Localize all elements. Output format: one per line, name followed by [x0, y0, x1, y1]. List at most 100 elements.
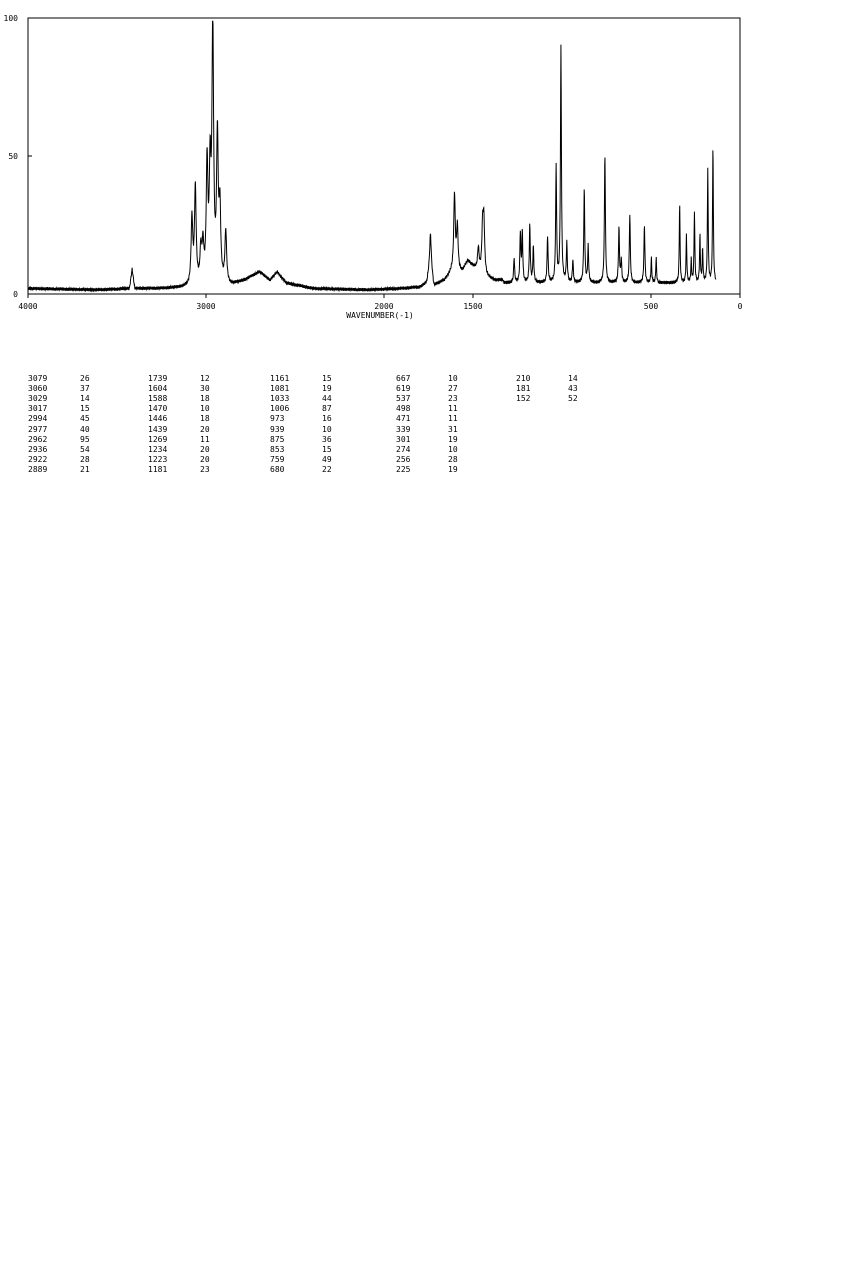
peak-wavenumber: 1006 [270, 404, 290, 414]
peak-wavenumber: 471 [396, 414, 411, 424]
peak-wavenumber: 2962 [28, 434, 48, 444]
peak-intensity: 22 [322, 464, 332, 474]
peak-intensity: 20 [200, 424, 210, 434]
peak-wavenumber: 939 [270, 424, 285, 434]
peak-intensity: 10 [200, 404, 210, 414]
peak-wavenumber: 2889 [28, 464, 48, 474]
peak-wavenumber: 853 [270, 444, 285, 454]
peak-wavenumber: 537 [396, 394, 411, 404]
peak-intensity: 16 [322, 414, 332, 424]
peak-intensity: 15 [322, 374, 332, 383]
peak-wavenumber: 1439 [148, 424, 168, 434]
peak-intensity: 23 [448, 394, 458, 404]
peak-wavenumber: 2936 [28, 444, 48, 454]
peak-intensity: 11 [448, 404, 458, 414]
peak-intensity: 31 [448, 424, 458, 434]
peak-intensity: 37 [80, 384, 90, 394]
peak-wavenumber: 1739 [148, 374, 168, 383]
peak-wavenumber: 2922 [28, 454, 48, 464]
peak-wavenumber: 301 [396, 434, 411, 444]
peak-intensity: 11 [200, 434, 210, 444]
peak-intensity: 49 [322, 454, 332, 464]
peak-wavenumber: 667 [396, 374, 411, 383]
peak-intensity: 12 [200, 374, 210, 383]
peak-intensity: 40 [80, 424, 90, 434]
peak-intensity: 14 [80, 394, 90, 404]
peak-wavenumber: 1588 [148, 394, 168, 404]
y-tick-label: 0 [13, 290, 18, 299]
peak-intensity: 54 [80, 444, 90, 454]
x-tick-label: 4000 [18, 302, 37, 311]
peak-wavenumber: 973 [270, 414, 285, 424]
x-axis-label: WAVENUMBER(-1) [346, 311, 413, 320]
peak-intensity: 28 [448, 454, 458, 464]
peak-wavenumber: 1033 [270, 394, 290, 404]
x-tick-label: 0 [738, 302, 743, 311]
peak-wavenumber: 3029 [28, 394, 48, 404]
peak-wavenumber: 256 [396, 454, 411, 464]
peak-intensity: 23 [200, 464, 210, 474]
peak-intensity: 19 [322, 384, 332, 394]
peak-wavenumber: 1470 [148, 404, 168, 414]
peak-wavenumber: 274 [396, 444, 411, 454]
peak-intensity: 11 [448, 414, 458, 424]
peak-wavenumber: 759 [270, 454, 285, 464]
peak-wavenumber: 619 [396, 384, 411, 394]
peak-wavenumber: 1604 [148, 384, 168, 394]
peak-wavenumber: 1269 [148, 434, 168, 444]
y-tick-label: 50 [8, 152, 18, 161]
peak-intensity: 14 [568, 374, 578, 383]
y-axis: 0 50 100 [4, 14, 32, 299]
peak-intensity: 26 [80, 374, 90, 383]
peak-intensity: 21 [80, 464, 90, 474]
peak-intensity: 44 [322, 394, 332, 404]
peak-wavenumber: 3060 [28, 384, 48, 394]
peak-intensity: 27 [448, 384, 458, 394]
peak-wavenumber: 498 [396, 404, 411, 414]
peak-intensity: 87 [322, 404, 332, 414]
peak-intensity: 30 [200, 384, 210, 394]
peak-intensity: 20 [200, 454, 210, 464]
peak-wavenumber: 1223 [148, 454, 168, 464]
peak-intensity: 28 [80, 454, 90, 464]
spectrum-chart: 0 50 100 4000 3000 2000 1500 500 0 WAVENUMBER(-… [4, 14, 743, 320]
peak-intensity: 52 [568, 394, 578, 404]
peak-wavenumber: 3017 [28, 404, 48, 414]
peak-wavenumber: 1181 [148, 464, 168, 474]
peak-wavenumber: 1161 [270, 374, 290, 383]
peak-wavenumber: 3079 [28, 374, 48, 383]
x-axis: 4000 3000 2000 1500 500 0 [18, 294, 743, 311]
peak-intensity: 36 [322, 434, 332, 444]
peak-wavenumber: 875 [270, 434, 285, 444]
peak-intensity: 10 [322, 424, 332, 434]
spectrum-line [27, 20, 717, 293]
peak-intensity: 15 [80, 404, 90, 414]
peak-intensity: 10 [448, 444, 458, 454]
plot-frame [27, 17, 741, 295]
peak-wavenumber: 210 [516, 374, 531, 383]
peak-wavenumber: 1446 [148, 414, 168, 424]
y-tick-label: 100 [4, 14, 19, 23]
peak-table: 3079 26 3060 37 3029 14 3017 15 2994 45 2977 40 2962… [0, 374, 850, 484]
peak-intensity: 43 [568, 384, 578, 394]
x-tick-label: 3000 [196, 302, 215, 311]
peak-wavenumber: 225 [396, 464, 411, 474]
peak-intensity: 10 [448, 374, 458, 383]
peak-wavenumber: 2994 [28, 414, 48, 424]
x-tick-label: 2000 [374, 302, 393, 311]
peak-wavenumber: 152 [516, 394, 531, 404]
peak-wavenumber: 680 [270, 464, 285, 474]
peak-wavenumber: 181 [516, 384, 531, 394]
peak-intensity: 95 [80, 434, 90, 444]
x-tick-label: 500 [644, 302, 659, 311]
peak-intensity: 45 [80, 414, 90, 424]
peak-intensity: 18 [200, 394, 210, 404]
peak-intensity: 19 [448, 434, 458, 444]
peak-wavenumber: 1081 [270, 384, 290, 394]
x-tick-label: 1500 [463, 302, 482, 311]
peak-intensity: 18 [200, 414, 210, 424]
peak-wavenumber: 339 [396, 424, 411, 434]
peak-wavenumber: 1234 [148, 444, 168, 454]
peak-wavenumber: 2977 [28, 424, 48, 434]
peak-intensity: 15 [322, 444, 332, 454]
